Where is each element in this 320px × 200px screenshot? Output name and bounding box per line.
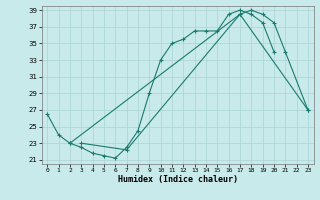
X-axis label: Humidex (Indice chaleur): Humidex (Indice chaleur) [118, 175, 237, 184]
